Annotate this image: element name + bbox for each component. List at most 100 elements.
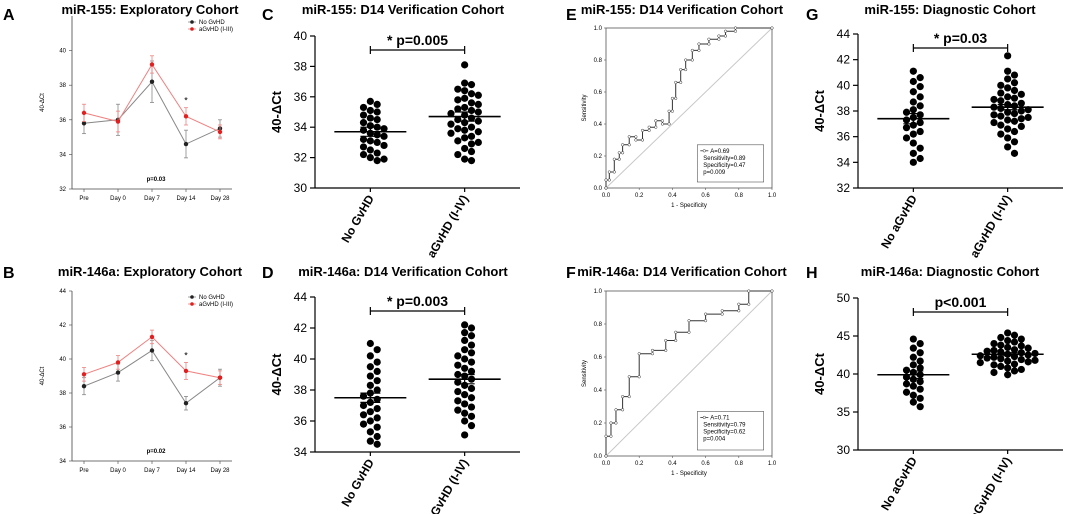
y-tick-label: 42 [294,321,308,335]
data-point [1010,94,1019,102]
data-point [373,346,381,354]
y-tick-label: 0.4 [594,388,603,394]
y-tick-label: 44 [294,290,308,304]
data-point [366,352,374,360]
data-point [997,355,1005,363]
roc-point [674,80,678,84]
data-point [1010,331,1019,339]
group-agvhd: aGvHD (I-IV) [967,329,1044,514]
data-point [1004,52,1012,60]
roc-point [647,125,651,129]
data-point [1004,75,1012,83]
data-point [183,141,189,147]
y-axis-label: 40-ΔCt [269,353,284,396]
y-tick-label: 1.0 [594,289,603,295]
y-tick-label: 0.0 [594,186,603,192]
x-tick-label: Day 14 [176,196,196,202]
y-tick-label: 35 [837,405,851,419]
data-point [1010,86,1019,95]
roc-point [607,178,611,182]
data-point [1017,107,1025,115]
legend-entry: No GvHD [199,20,225,26]
data-point [366,339,374,348]
x-tick-label: 0.8 [735,461,744,467]
data-point [373,358,381,366]
data-point [380,125,388,133]
data-point [373,108,381,116]
data-point [909,335,917,343]
data-point [909,375,917,383]
roc-legend-text: p=0.009 [703,170,726,176]
data-point [909,106,917,114]
data-point [909,382,917,390]
data-point [461,79,469,87]
data-point [916,385,924,393]
chart-title: miR-155: Diagnostic Cohort [864,2,1036,17]
x-category-label: aGvHD (I-IV) [967,455,1014,514]
reference-diagonal [605,290,773,457]
data-point [373,157,381,165]
data-point [115,360,121,365]
data-point [902,124,911,132]
data-point [366,146,374,154]
data-point [1017,342,1025,350]
roc-point [770,26,774,30]
data-point [115,370,121,375]
plot-frame [605,27,773,189]
significance-star: * [184,96,188,106]
legend-swatch-marker [190,20,194,24]
data-point [373,149,381,157]
data-point [149,79,155,84]
data-point [916,154,924,163]
roc-point [621,408,625,412]
data-point [373,116,381,124]
data-point [359,103,368,112]
data-point [1017,365,1025,374]
data-point [909,88,917,96]
significance-label: * p=0.003 [387,293,448,309]
data-point [217,129,223,135]
x-category-label: No aGvHD [878,454,920,513]
data-point [467,123,476,131]
y-tick-label: 40 [59,357,66,363]
x-category-label: aGvHD (I-IV) [967,193,1014,261]
data-point [909,344,917,352]
significance-label: p<0.001 [935,294,987,310]
data-point [916,364,924,372]
y-tick-label: 38 [59,391,66,397]
data-point [916,403,924,411]
data-point [373,423,381,431]
panel-label: F [566,265,576,282]
data-point [990,368,998,377]
roc-point [720,309,724,313]
roc-legend-text: p=0.004 [703,436,726,442]
y-tick-label: 40 [837,367,851,381]
data-point [373,100,381,108]
data-point [909,391,917,399]
data-point [909,353,917,361]
roc-point [634,138,638,142]
roc-point [660,119,664,123]
data-point [81,384,87,389]
x-category-label: No GvHD [338,192,377,245]
legend-entry: No GvHD [199,295,225,301]
data-point [1004,336,1012,345]
panel-label: D [262,265,274,282]
data-point [916,83,924,91]
data-point [454,361,462,369]
data-point [990,95,998,104]
y-tick-label: 0.8 [594,58,603,64]
x-tick-label: 0.6 [701,193,710,199]
y-tick-label: 34 [294,120,308,134]
data-point [1004,329,1012,337]
panel-label: B [3,265,15,282]
data-point [373,377,381,385]
data-point [467,384,476,393]
data-point [1010,117,1019,125]
data-point [997,104,1005,113]
data-point [909,139,917,147]
y-tick-label: 0.4 [594,122,603,128]
data-point [1010,360,1019,368]
roc-point [733,29,738,33]
data-point [359,143,368,151]
